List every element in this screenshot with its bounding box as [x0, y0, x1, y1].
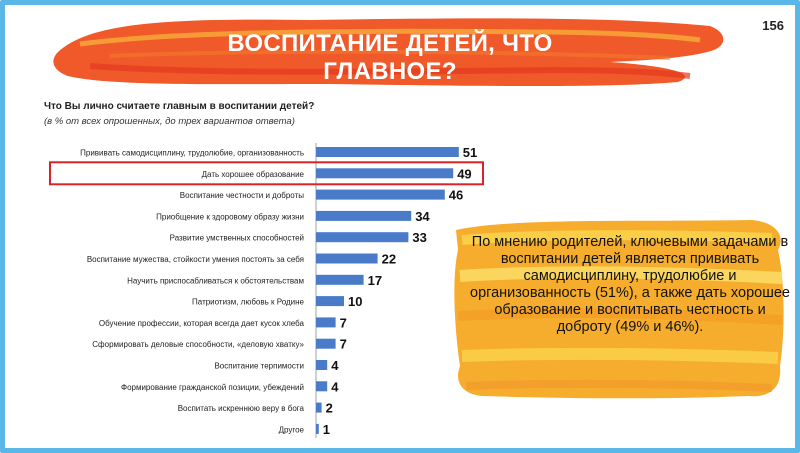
bar: [316, 317, 336, 328]
category-label: Дать хорошее образование: [202, 170, 305, 179]
bar-value-label: 4: [331, 379, 339, 394]
category-label: Формирование гражданской позиции, убежде…: [121, 383, 304, 392]
bar-value-label: 51: [463, 145, 477, 160]
category-label: Приобщение к здоровому образу жизни: [156, 212, 304, 221]
note-paint-background: [454, 220, 784, 399]
bar: [316, 168, 454, 179]
bar: [316, 296, 344, 307]
bar-value-label: 46: [449, 188, 463, 203]
category-label: Воспитание терпимости: [214, 362, 304, 371]
category-label: Сформировать деловые способности, «делов…: [92, 340, 304, 349]
bar: [316, 253, 378, 264]
bar-value-label: 34: [415, 209, 430, 224]
bar: [316, 147, 459, 157]
bar: [316, 274, 364, 285]
bar-value-label: 7: [340, 315, 347, 330]
bar: [316, 189, 445, 200]
highlight-box: [49, 161, 484, 186]
bar-value-label: 33: [412, 230, 426, 245]
slide-title: ВОСПИТАНИЕ ДЕТЕЙ, ЧТО ГЛАВНОЕ?: [227, 30, 553, 85]
category-label: Научить приспосабливаться к обстоятельст…: [127, 276, 304, 285]
bar-value-label: 4: [331, 358, 339, 373]
chart-title: Что Вы лично считаете главным в воспитан…: [44, 101, 315, 112]
bar-value-label: 49: [457, 166, 471, 181]
category-label: Обучение профессии, которая всегда дает …: [99, 319, 305, 328]
bar: [316, 232, 409, 243]
bar-value-label: 22: [382, 252, 396, 267]
bar: [316, 210, 412, 221]
bar-value-label: 17: [368, 273, 382, 288]
bar: [316, 402, 322, 413]
page-number: 156: [762, 18, 784, 33]
title-brush-stroke: [53, 18, 724, 87]
category-label: Прививать самодисциплину, трудолюбие, ор…: [80, 149, 304, 158]
category-label: Развитие умственных способностей: [170, 234, 304, 243]
category-label: Воспитать искреннюю веру в бога: [178, 404, 305, 413]
bar-value-label: 10: [348, 294, 362, 309]
bar-value-label: 2: [326, 401, 333, 416]
category-label: Другое: [279, 425, 305, 434]
bar-value-label: 1: [323, 422, 330, 437]
category-label: Воспитание честности и доброты: [180, 191, 304, 200]
bar: [316, 360, 328, 370]
bar: [316, 381, 328, 392]
category-label: Патриотизм, любовь к Родине: [192, 298, 305, 307]
category-label: Воспитание мужества, стойкости умения по…: [87, 255, 304, 264]
bar: [316, 423, 319, 434]
summary-note: По мнению родителей, ключевыми задачами …: [470, 234, 790, 335]
bar: [316, 338, 336, 349]
chart-subtitle: (в % от всех опрошенных, до трех вариант…: [44, 116, 295, 127]
bar-value-label: 7: [340, 337, 347, 352]
